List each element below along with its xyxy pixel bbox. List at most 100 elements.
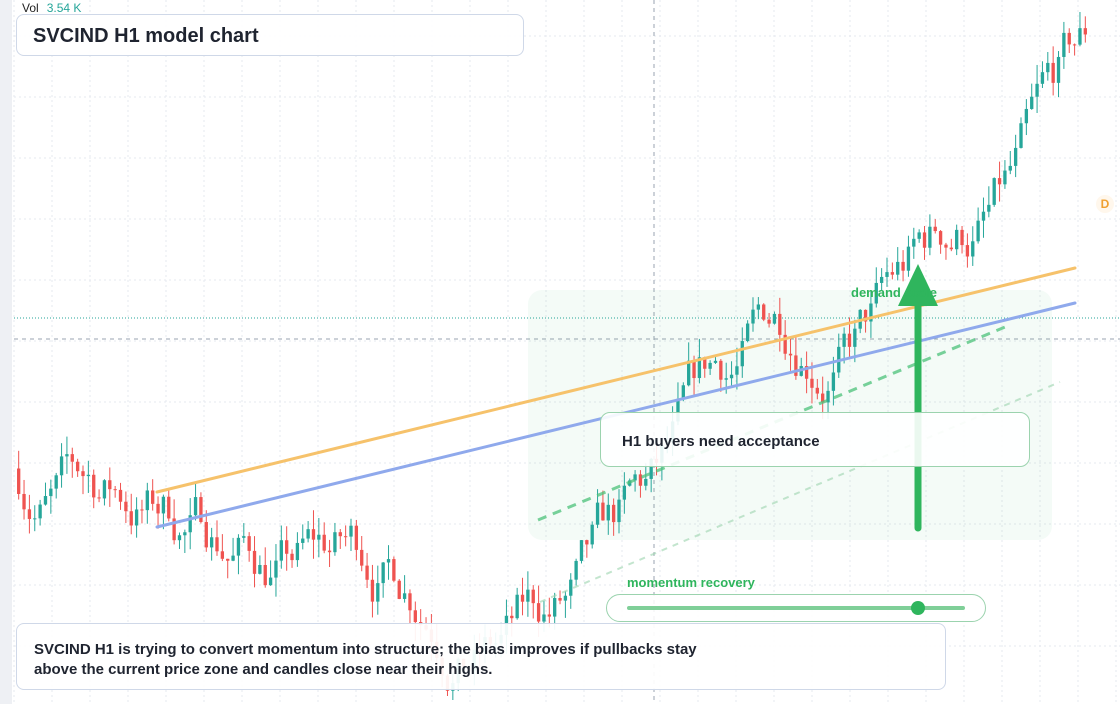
candle-body (134, 509, 139, 526)
candle (285, 526, 289, 571)
candle-body (949, 247, 953, 250)
candle (896, 247, 900, 281)
candle (997, 161, 1002, 202)
candle (719, 359, 723, 392)
candle-body (199, 497, 203, 523)
candle-body (183, 532, 187, 536)
candle-body (687, 360, 691, 386)
candle-body (901, 261, 905, 271)
candle-body (397, 580, 401, 599)
candle (569, 573, 573, 609)
candle-body (108, 480, 112, 490)
candle-body (933, 226, 937, 232)
candle (1083, 16, 1087, 43)
candle-body (167, 496, 171, 519)
candle (767, 313, 771, 328)
candle (306, 521, 310, 543)
candle-body (118, 489, 123, 502)
candle (547, 597, 551, 628)
candle (49, 479, 53, 514)
candle (558, 590, 562, 605)
candle-body (938, 231, 943, 245)
candle (92, 469, 96, 509)
candle (729, 361, 734, 386)
candle-body (622, 485, 627, 500)
candle-body (842, 333, 846, 347)
candle-body (649, 458, 653, 479)
candle-body (327, 550, 332, 553)
candle-body (740, 341, 744, 367)
candle-body (724, 378, 728, 380)
candle (274, 544, 278, 597)
candle-body (338, 532, 342, 537)
left-price-gutter (0, 0, 12, 704)
chart-title-box: SVCIND H1 model chart (16, 14, 524, 56)
candle-body (863, 309, 868, 322)
candle (129, 493, 133, 535)
candle (563, 591, 568, 618)
candle-body (1035, 83, 1039, 97)
candle (204, 510, 208, 552)
candle (365, 552, 369, 589)
candle-body (236, 537, 241, 556)
candle (1062, 21, 1066, 69)
candle-body (735, 366, 739, 375)
candle (863, 309, 868, 333)
momentum-slider-thumb[interactable] (911, 601, 925, 615)
candle (17, 450, 21, 500)
candle (955, 224, 959, 256)
candle (402, 575, 407, 603)
candle-body (17, 468, 21, 494)
candle-body (172, 518, 176, 541)
candle (617, 489, 621, 534)
candle (1051, 46, 1055, 96)
candle (622, 472, 627, 514)
candle-body (574, 560, 578, 580)
candle (762, 303, 766, 322)
candle-body (681, 385, 685, 399)
candle-body (92, 474, 96, 498)
candle-body (547, 614, 551, 617)
candle (22, 479, 26, 520)
candle-body (510, 615, 514, 619)
d-badge[interactable]: D (1096, 195, 1114, 213)
candle (322, 522, 326, 554)
candle (1035, 64, 1039, 113)
momentum-slider[interactable] (606, 594, 986, 622)
candle-body (38, 504, 42, 519)
candle-body (633, 474, 637, 481)
candle (86, 460, 91, 493)
candle (70, 447, 74, 478)
up-arrow-head (898, 264, 938, 306)
candle (992, 177, 996, 207)
candle (290, 549, 294, 568)
candle-body (177, 535, 182, 541)
candle (740, 327, 744, 378)
candle (317, 517, 321, 558)
candle (906, 235, 911, 277)
candle (327, 539, 332, 568)
candle-body (976, 220, 980, 242)
candle (188, 498, 192, 550)
candle-body (1024, 108, 1029, 124)
acceptance-callout[interactable]: H1 buyers need acceptance (600, 412, 1030, 467)
candle (1072, 43, 1077, 56)
candle (601, 490, 605, 521)
candle-body (531, 589, 535, 604)
candle-body (226, 558, 230, 561)
candle (236, 534, 241, 575)
candle (370, 564, 375, 618)
candle-body (804, 366, 809, 379)
candle (252, 536, 257, 588)
candle-body (75, 461, 80, 472)
candle (118, 482, 123, 510)
candle-body (778, 313, 782, 335)
candle-body (1030, 96, 1034, 109)
candle-body (922, 232, 927, 248)
candle-body (317, 534, 321, 540)
candle-body (1067, 32, 1071, 45)
candle (869, 291, 873, 338)
candle-body (295, 542, 300, 561)
candle-body (1083, 28, 1087, 35)
